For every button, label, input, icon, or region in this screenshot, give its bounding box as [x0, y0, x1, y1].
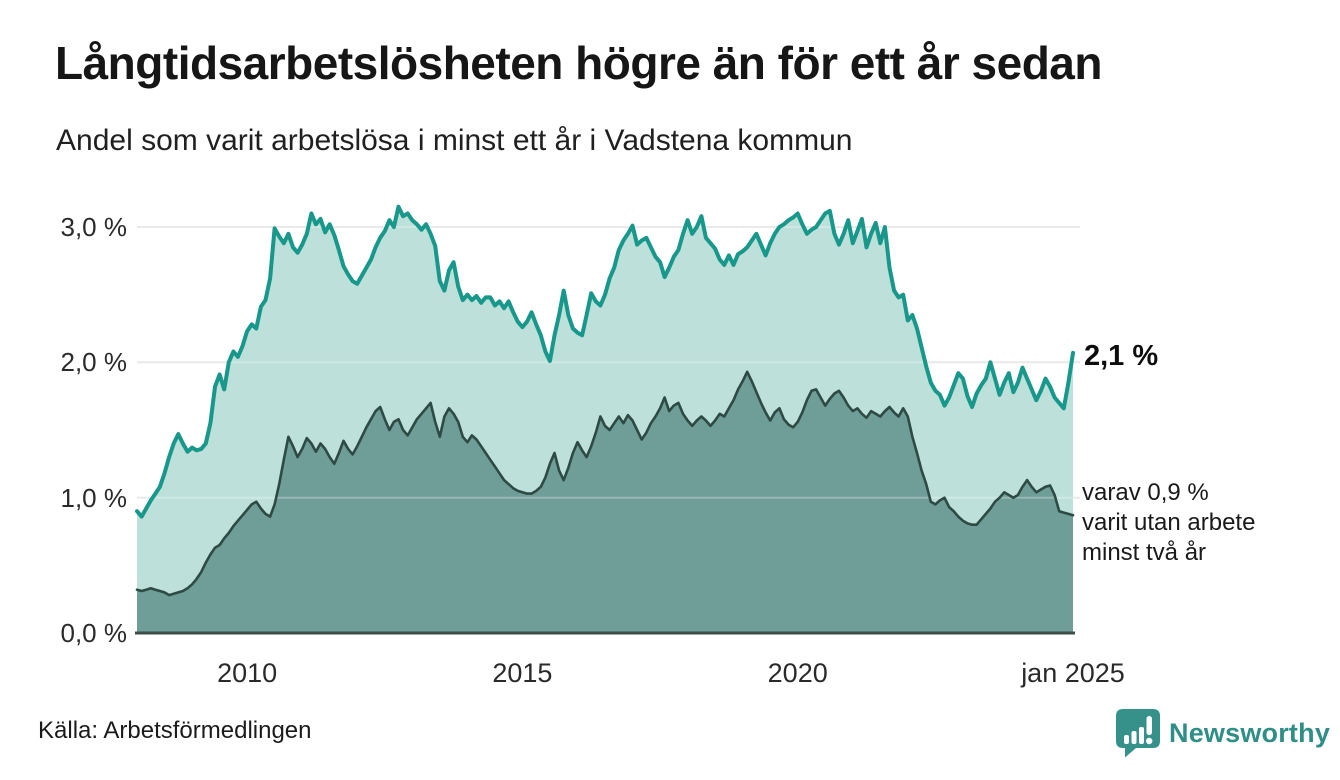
newsworthy-logo-text: Newsworthy: [1169, 717, 1331, 748]
gridlines: [137, 226, 1080, 499]
chart-subtitle: Andel som varit arbetslösa i minst ett å…: [56, 124, 853, 157]
x-tick-label: 2010: [217, 658, 278, 688]
x-tick-label: 2020: [767, 658, 828, 688]
x-tick-label: 2015: [492, 658, 553, 688]
page-title: Långtidsarbetslösheten högre än för ett …: [55, 37, 1102, 89]
gridlines-overlay: [137, 226, 1080, 499]
newsworthy-logo-icon: [1115, 708, 1161, 758]
annotation-line-2: varit utan arbete: [1082, 509, 1256, 536]
y-tick-label: 3,0 %: [60, 212, 128, 242]
annotation-line-3: minst två år: [1082, 539, 1207, 566]
secondary-series-annotation: varav 0,9 % varit utan arbete minst två …: [1082, 478, 1255, 568]
x-axis-line: [135, 631, 1075, 635]
area-fill-two-years-unemployed: [137, 371, 1073, 633]
source-note: Källa: Arbetsförmedlingen: [38, 717, 312, 744]
line-long-term-unemployed: [135, 204, 1075, 519]
y-tick-label: 0,0 %: [60, 618, 128, 648]
newsworthy-logo[interactable]: Newsworthy: [1115, 708, 1330, 758]
x-tick-label: jan 2025: [1021, 658, 1125, 688]
end-value-annotation: 2,1 %: [1084, 340, 1159, 372]
y-tick-label: 1,0 %: [60, 482, 128, 513]
area-fill-long-term-unemployed: [137, 206, 1073, 633]
y-tick-label: 2,0 %: [60, 347, 128, 378]
annotation-line-1: varav 0,9 %: [1082, 479, 1209, 506]
line-two-years-unemployed: [135, 370, 1075, 597]
